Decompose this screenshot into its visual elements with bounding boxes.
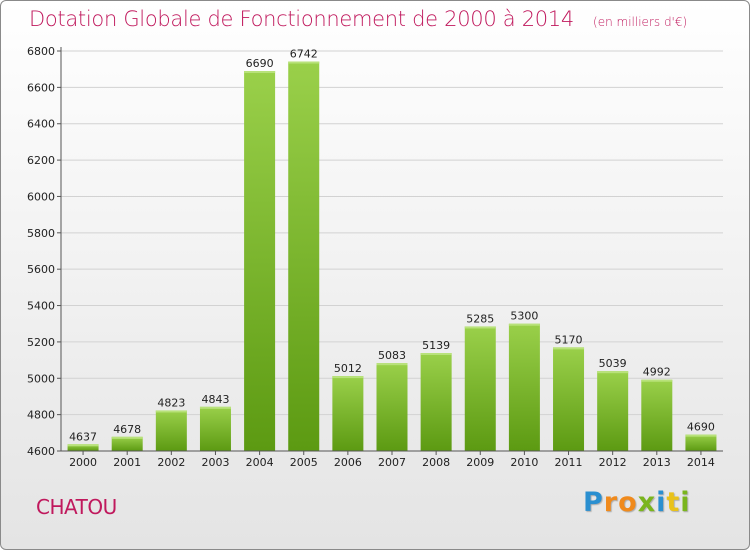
x-tick-label-2006: 2006: [334, 456, 362, 469]
bar-2007: [376, 363, 408, 451]
data-label-2001: 4678: [113, 423, 141, 436]
bar-2000: [67, 444, 99, 451]
bar-2014: [685, 434, 717, 451]
y-tick-label: 6400: [27, 118, 55, 131]
data-label-2007: 5083: [378, 349, 406, 362]
data-label-2014: 4690: [687, 421, 715, 434]
bar-2005: [288, 61, 320, 451]
y-tick-label: 6000: [27, 190, 55, 203]
y-tick-label: 6800: [27, 45, 55, 58]
data-label-2004: 6690: [246, 57, 274, 70]
x-tick-label-2008: 2008: [422, 456, 450, 469]
bar-2010: [508, 323, 540, 451]
logo-letter: i: [656, 487, 667, 518]
bar-highlight: [597, 371, 629, 374]
data-label-2002: 4823: [157, 396, 185, 409]
data-label-2011: 5170: [555, 333, 583, 346]
bar-highlight: [553, 347, 585, 350]
proxiti-logo: Proxiti: [583, 487, 691, 518]
x-tick-label-2001: 2001: [113, 456, 141, 469]
bar-2006: [332, 376, 364, 451]
x-tick-label-2014: 2014: [687, 456, 715, 469]
bar-2001: [111, 436, 143, 451]
data-label-2005: 6742: [290, 48, 318, 61]
bar-highlight: [332, 376, 364, 379]
y-tick-label: 5200: [27, 336, 55, 349]
bar-highlight: [641, 379, 673, 382]
logo-letter: t: [666, 487, 681, 518]
bar-2012: [597, 371, 629, 451]
chart-title: Dotation Globale de Fonctionnement de 20…: [29, 7, 687, 31]
place-name: CHATOU: [36, 495, 117, 519]
bars: 4637 4678 4823 4843 6690 6742 5012 5083 5139 5285…: [67, 48, 717, 451]
y-tick-label: 6600: [27, 81, 55, 94]
x-tick-label-2005: 2005: [290, 456, 318, 469]
bar-highlight: [288, 61, 320, 64]
data-label-2008: 5139: [422, 339, 450, 352]
bar-2008: [420, 353, 452, 451]
y-tick-label: 5600: [27, 263, 55, 276]
chart-unit: (en milliers d'€): [593, 15, 688, 29]
bar-2004: [244, 71, 276, 451]
y-tick-label: 4800: [27, 409, 55, 422]
logo-letter: i: [680, 487, 691, 518]
bar-highlight: [376, 363, 408, 366]
y-tick-label: 5800: [27, 227, 55, 240]
y-tick-label: 5000: [27, 372, 55, 385]
x-tick-label-2004: 2004: [246, 456, 274, 469]
x-tick-label-2012: 2012: [599, 456, 627, 469]
y-tick-label: 5400: [27, 300, 55, 313]
data-label-2009: 5285: [466, 312, 494, 325]
bar-highlight: [244, 71, 276, 73]
bar-highlight: [67, 444, 99, 447]
y-tick-label: 6200: [27, 154, 55, 167]
x-tick-label-2011: 2011: [555, 456, 583, 469]
bar-highlight: [685, 434, 717, 437]
axes: 4600 4800 5000 5200 5400 5600 5800 6000 6200 6400…: [27, 45, 723, 469]
x-tick-label-2003: 2003: [201, 456, 229, 469]
logo-letter: r: [603, 487, 619, 518]
data-label-2012: 5039: [599, 357, 627, 370]
x-tick-label-2007: 2007: [378, 456, 406, 469]
bar-2002: [155, 410, 187, 451]
data-label-2000: 4637: [69, 430, 97, 443]
bar-highlight: [111, 436, 143, 439]
x-tick-label-2009: 2009: [466, 456, 494, 469]
bar-highlight: [155, 410, 187, 413]
bar-highlight: [420, 353, 452, 355]
logo-letter: P: [583, 487, 604, 518]
y-tick-label: 4600: [27, 445, 55, 458]
bar-2003: [199, 406, 231, 451]
chart-title-text: Dotation Globale de Fonctionnement de 20…: [29, 7, 574, 31]
logo-letter: o: [618, 487, 638, 518]
bar-highlight: [464, 326, 496, 329]
bar-2011: [553, 347, 585, 451]
bar-highlight: [508, 323, 540, 326]
data-label-2013: 4992: [643, 366, 671, 379]
bar-highlight: [199, 406, 231, 409]
bar-2009: [464, 326, 496, 451]
logo-letter: x: [637, 487, 657, 518]
bar-2013: [641, 379, 673, 451]
x-tick-label-2013: 2013: [643, 456, 671, 469]
x-tick-label-2000: 2000: [69, 456, 97, 469]
data-label-2010: 5300: [510, 310, 538, 323]
data-label-2006: 5012: [334, 362, 362, 375]
x-tick-label-2002: 2002: [157, 456, 185, 469]
data-label-2003: 4843: [201, 393, 229, 406]
x-tick-label-2010: 2010: [510, 456, 538, 469]
